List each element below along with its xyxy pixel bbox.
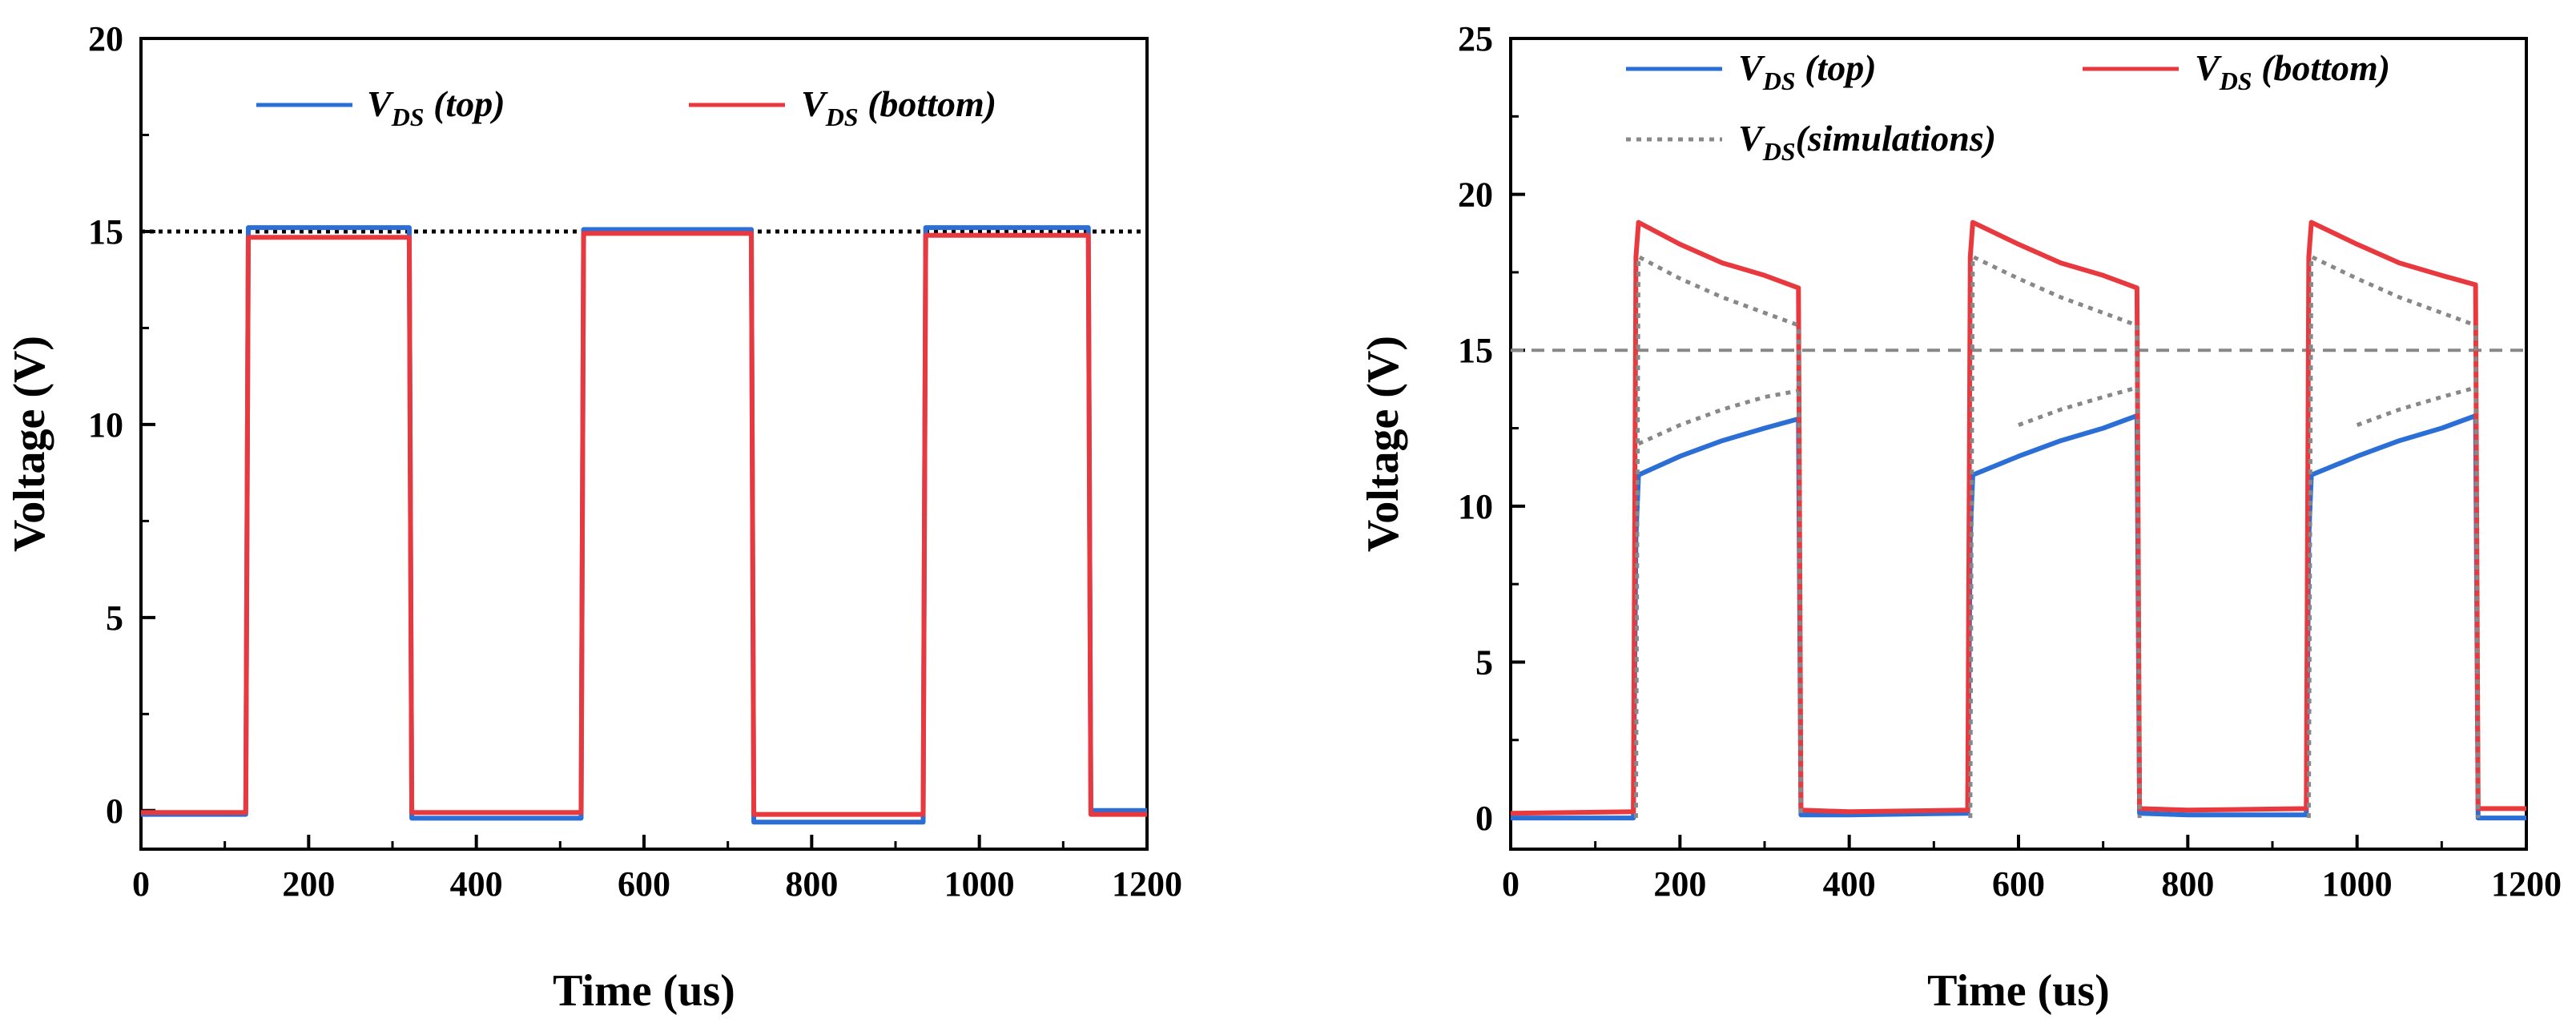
legend-v: V [801,83,828,124]
legend-v: V [367,83,394,124]
legend-tail: (bottom) [859,83,996,124]
legend-label-top: VDS (top) [367,83,505,131]
legend-label-top: VDS (top) [1738,47,1877,95]
legend-subscript: DS [1762,66,1796,95]
x-tick-label: 800 [785,864,838,904]
plot-frame [1509,37,2528,851]
series-line-bottom [141,231,1147,817]
y-tick-label: 15 [88,212,123,252]
x-tick-label: 200 [1653,864,1706,904]
y-tick-label: 5 [106,598,123,638]
x-tick-label: 600 [1992,864,2045,904]
series-line-top [141,225,1147,825]
legend-tail: (simulations) [1796,118,1997,159]
legend-label-sim: VDS(simulations) [1738,118,1996,166]
panel-left-chart: 0 200 400 600 800 1000 1200 0 5 10 15 20 Time (us) Vo… [5,19,1182,1016]
legend-subscript: DS [825,103,859,131]
y-tick-label: 0 [106,791,123,831]
y-tick-label: 0 [1475,799,1493,838]
x-tick-label: 600 [618,864,670,904]
x-tick-label: 0 [1502,864,1519,904]
legend-subscript: DS [2219,66,2252,95]
y-tick-label: 25 [1458,19,1493,58]
y-tick-label: 20 [88,19,123,58]
x-tick-label: 1000 [944,864,1015,904]
legend-tail: (bottom) [2252,47,2390,88]
legend-v: V [2195,47,2222,88]
legend-label-bottom: VDS (bottom) [801,83,996,131]
y-tick-label: 5 [1475,642,1493,682]
legend-tail: (top) [425,83,505,124]
x-tick-label: 0 [132,864,150,904]
series-line-top [1511,413,2526,821]
x-tick-label: 1000 [2322,864,2393,904]
x-tick-label: 1200 [2491,864,2562,904]
y-axis-label: Voltage (V) [5,336,54,552]
y-tick-label: 10 [88,405,123,445]
legend-subscript: DS [391,103,425,131]
legend-v: V [1738,118,1765,159]
x-tick-label: 1200 [1112,864,1182,904]
series-line-sim-lower [1637,385,2477,446]
x-tick-label: 400 [1823,864,1876,904]
y-tick-label: 15 [1458,331,1493,370]
y-tick-label: 20 [1458,175,1493,215]
x-tick-label: 400 [450,864,503,904]
y-axis-label: Voltage (V) [1358,336,1408,552]
x-tick-label: 200 [282,864,335,904]
series-line-bottom [1510,219,2526,816]
y-tick-label: 10 [1458,487,1493,526]
legend-v: V [1738,47,1765,88]
plot-frame [139,37,1149,851]
x-axis-label: Time (us) [1927,966,2110,1016]
legend-tail: (top) [1796,47,1877,88]
x-tick-label: 800 [2161,864,2214,904]
legend-label-bottom: VDS (bottom) [2195,47,2390,95]
legend-subscript: DS [1762,137,1796,166]
panel-right-chart: 0 200 400 600 800 1000 1200 0 5 10 15 20 25 Time (us)… [1358,19,2562,1016]
x-axis-label: Time (us) [553,966,735,1016]
series-line-sim-upper [1633,255,2481,819]
